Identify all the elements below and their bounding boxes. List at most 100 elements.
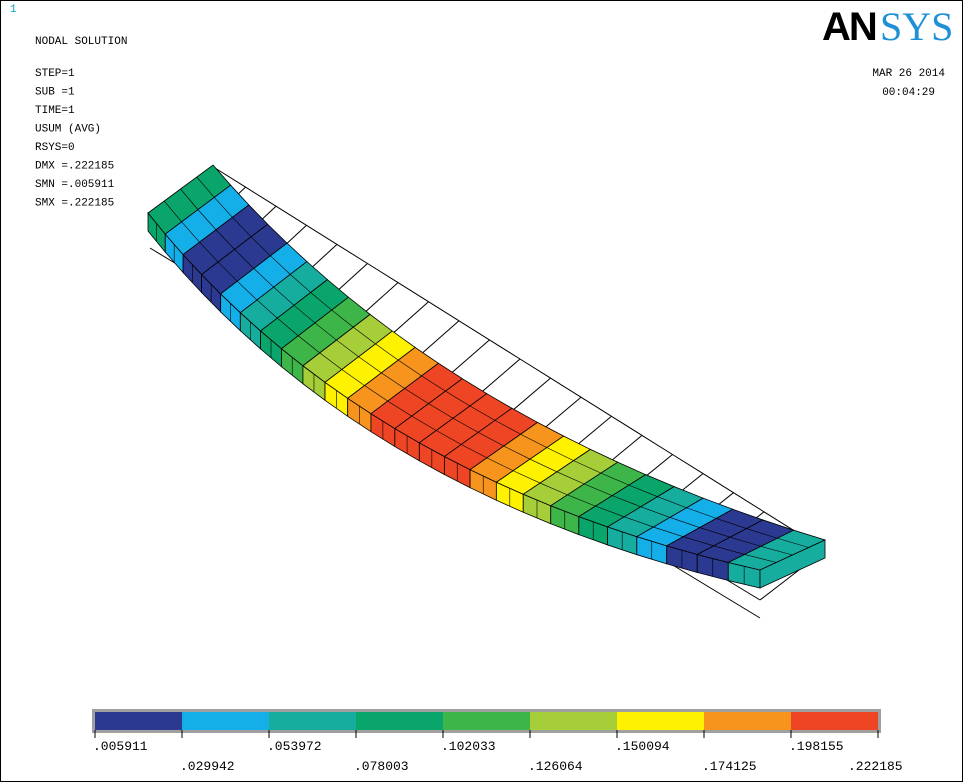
mesh-line <box>196 176 215 198</box>
mesh-line <box>164 200 182 223</box>
mesh-line <box>657 496 687 509</box>
mesh-line <box>520 433 547 448</box>
mesh-line <box>358 356 382 374</box>
mesh-line <box>746 528 778 539</box>
mesh-line <box>452 417 479 433</box>
legend-label: .198155 <box>789 739 844 754</box>
legend-swatch <box>443 712 530 730</box>
mesh-line <box>529 458 557 473</box>
end-face <box>759 539 826 589</box>
mesh-line <box>503 445 531 460</box>
mesh-line <box>273 286 295 306</box>
legend-swatch <box>95 712 182 730</box>
mesh-line <box>653 526 684 537</box>
mesh-line <box>624 516 654 528</box>
mesh-line <box>250 236 271 257</box>
window-number: 1 <box>10 4 17 16</box>
mesh-line <box>600 472 630 486</box>
mesh-line <box>699 527 731 538</box>
date: MAR 26 2014 <box>872 68 945 80</box>
mesh-line <box>445 390 471 407</box>
mesh-line <box>477 432 504 447</box>
mesh-line <box>428 403 454 419</box>
info-line: USUM (AVG) <box>35 124 101 136</box>
mesh-line <box>237 280 258 301</box>
mesh-line <box>214 197 233 218</box>
logo-bold: AN <box>822 5 876 49</box>
time: 00:04:29 <box>882 87 935 99</box>
info-line: STEP=1 <box>35 68 75 80</box>
mesh-line <box>375 343 399 361</box>
mesh-line <box>595 505 625 518</box>
mesh-line <box>494 420 521 435</box>
legend-swatch <box>791 712 878 730</box>
mesh-line <box>199 241 219 263</box>
legend-swatch <box>704 712 791 730</box>
mesh-line <box>716 518 747 529</box>
legend-label: .029942 <box>180 759 235 774</box>
mesh-line <box>234 249 255 269</box>
mesh-line <box>567 494 596 507</box>
legend: .005911 .029942 .053972 .078003 .102033 .1260… <box>92 709 903 774</box>
info-line: TIME=1 <box>35 105 75 117</box>
legend-label: .053972 <box>267 739 322 754</box>
mesh-line <box>729 536 762 547</box>
legend-label: .174125 <box>702 759 757 774</box>
info-block: STEP=1 SUB =1 TIME=1 USUM (AVG) RSYS=0 DMX =.… <box>35 68 115 210</box>
mesh-line <box>310 292 332 311</box>
info-line: SUB =1 <box>35 87 75 99</box>
mesh-line <box>513 470 541 484</box>
mesh-line <box>573 460 602 474</box>
legend-swatch <box>530 712 617 730</box>
info-line: DMX =.222185 <box>35 161 114 173</box>
mesh-line <box>683 536 714 547</box>
mesh-line <box>744 554 777 563</box>
title: NODAL SOLUTION <box>35 36 127 48</box>
mesh-line <box>381 372 405 389</box>
legend-swatch <box>182 712 269 730</box>
mesh-line <box>421 375 446 392</box>
mesh-line <box>336 339 359 357</box>
legend-label: .126064 <box>528 759 583 774</box>
deformed-beam <box>147 164 827 589</box>
mesh-line <box>469 405 496 421</box>
legend-label: .078003 <box>354 759 409 774</box>
mesh-line <box>404 388 429 404</box>
mesh-line <box>387 400 412 417</box>
mesh-line <box>298 335 320 354</box>
legend-label: .222185 <box>848 759 903 774</box>
mesh-line <box>293 305 316 324</box>
mesh-line <box>461 444 488 459</box>
mesh-line <box>486 457 514 471</box>
legend-label: .005911 <box>93 739 148 754</box>
mesh-line <box>760 546 793 556</box>
info-line: SMN =.005911 <box>35 179 115 191</box>
mesh-line <box>713 545 745 555</box>
mesh-line <box>628 484 658 497</box>
mesh-line <box>180 188 199 210</box>
mesh-line <box>686 507 717 519</box>
mesh-line <box>539 482 568 496</box>
mesh-line <box>253 268 274 288</box>
mesh-line <box>290 274 311 293</box>
mesh-line <box>331 309 354 328</box>
mesh-line <box>215 229 235 250</box>
mesh-line <box>181 221 200 243</box>
mesh-line <box>364 385 388 402</box>
mesh-line <box>314 322 337 341</box>
mesh-line <box>341 369 365 386</box>
mesh-line <box>669 517 700 528</box>
mesh-line <box>353 326 376 345</box>
legend-swatch <box>356 712 443 730</box>
mesh-line <box>270 255 291 275</box>
logo-light: SYS <box>880 4 953 49</box>
mesh-line <box>640 506 671 518</box>
mesh-line <box>411 415 437 431</box>
legend-swatch <box>269 712 356 730</box>
mesh-line <box>436 430 462 445</box>
mesh-line <box>584 483 613 496</box>
mesh-line <box>217 261 238 282</box>
mesh-line <box>277 317 299 337</box>
legend-label: .150094 <box>615 739 670 754</box>
